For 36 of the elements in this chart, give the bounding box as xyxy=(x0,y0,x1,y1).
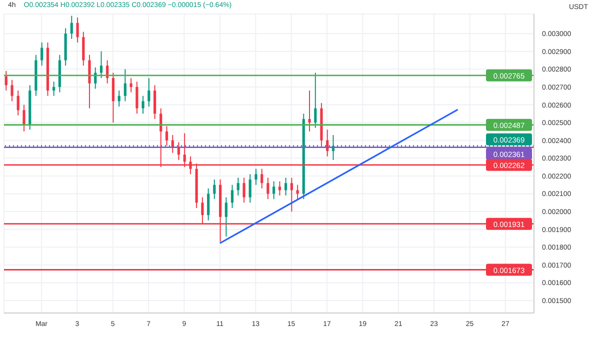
candlestick xyxy=(112,72,115,124)
candlestick xyxy=(242,177,246,204)
candlestick xyxy=(272,180,276,200)
candlestick xyxy=(236,177,240,196)
candlestick xyxy=(40,42,44,66)
candlestick xyxy=(52,81,56,96)
candlestick xyxy=(224,196,228,237)
candlestick xyxy=(260,168,264,189)
candlestick xyxy=(296,184,299,200)
candlestick xyxy=(136,81,138,114)
candlestick xyxy=(254,168,258,186)
candlestick xyxy=(88,54,91,109)
candlestick xyxy=(100,50,103,79)
candlestick xyxy=(284,177,288,196)
candlestick xyxy=(130,78,132,93)
candlestick xyxy=(142,95,144,114)
candlestick xyxy=(22,104,26,132)
candlestick xyxy=(278,180,282,196)
candlestick xyxy=(4,70,8,92)
candlestick xyxy=(124,68,126,102)
candlestick xyxy=(76,17,79,43)
candlestick xyxy=(314,72,317,128)
candlestick xyxy=(266,177,270,200)
candlestick xyxy=(153,84,156,120)
candlestick xyxy=(230,184,234,208)
candlestick xyxy=(82,31,85,66)
candlestick xyxy=(10,79,14,102)
candlestick xyxy=(165,126,168,146)
candlestick xyxy=(248,174,252,204)
candlestick xyxy=(207,188,210,221)
candlestick xyxy=(290,177,293,212)
candlestick xyxy=(213,179,216,200)
candlestick xyxy=(148,78,150,108)
candlestick xyxy=(70,15,73,40)
candlestick xyxy=(308,90,311,132)
candlestick xyxy=(16,90,20,116)
